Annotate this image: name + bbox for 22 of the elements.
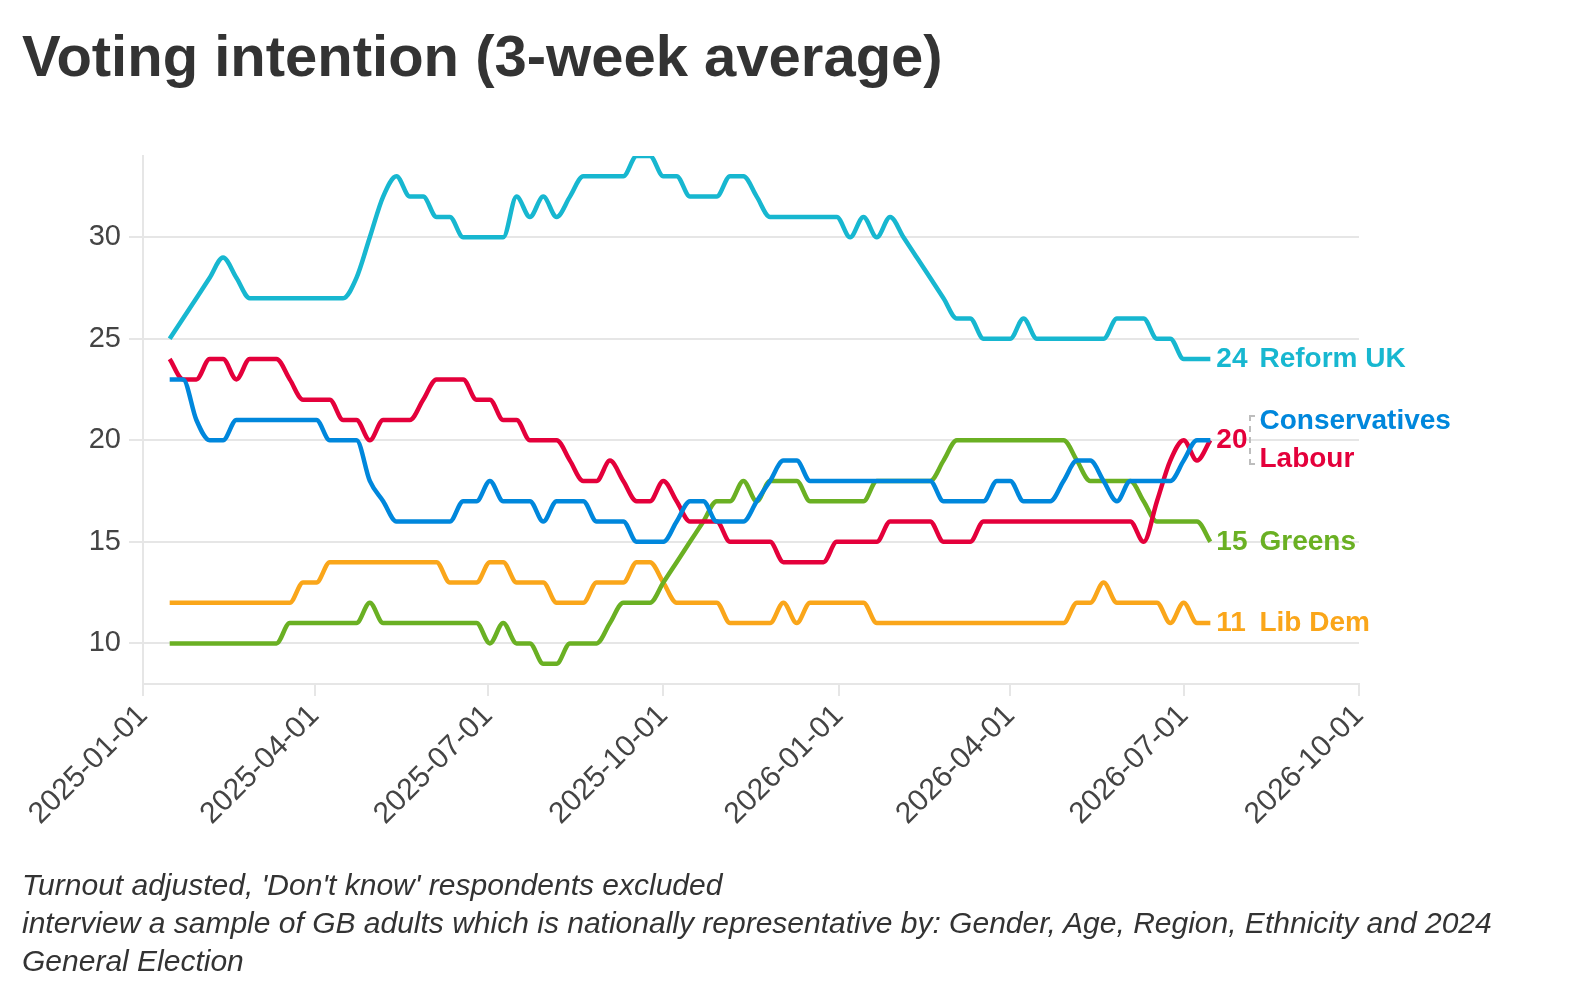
y-tick-label: 25	[88, 320, 121, 353]
data-label: 20	[1216, 423, 1248, 455]
line-series	[167, 156, 1213, 362]
line-series	[167, 559, 1213, 626]
series-label: Lib Dem	[1259, 605, 1370, 637]
text: interview a sample of GB adults which is nationally representative by: Gender, Age, Region, Ethnicity and 2024 General Election	[22, 905, 1493, 979]
line-series	[167, 377, 1213, 545]
series-label: Greens	[1259, 524, 1356, 556]
data-label: 11	[1216, 605, 1246, 637]
line-series	[167, 356, 1213, 565]
data-label: 24	[1216, 341, 1248, 373]
y-tick-label: 20	[88, 422, 121, 455]
line-series	[167, 438, 1213, 666]
series-label: Labour	[1259, 442, 1355, 474]
y-tick-label: 15	[88, 523, 121, 556]
series-label: Conservatives	[1259, 404, 1451, 436]
data-label: 15	[1216, 524, 1248, 556]
series-label: Reform UK	[1259, 341, 1406, 373]
y-tick-label: 30	[88, 219, 121, 252]
y-tick-label: 10	[88, 625, 121, 658]
chart-title: Voting intention (3-week average)	[22, 22, 943, 90]
text: Turnout adjusted, 'Don't know' respondents excluded	[22, 867, 724, 903]
